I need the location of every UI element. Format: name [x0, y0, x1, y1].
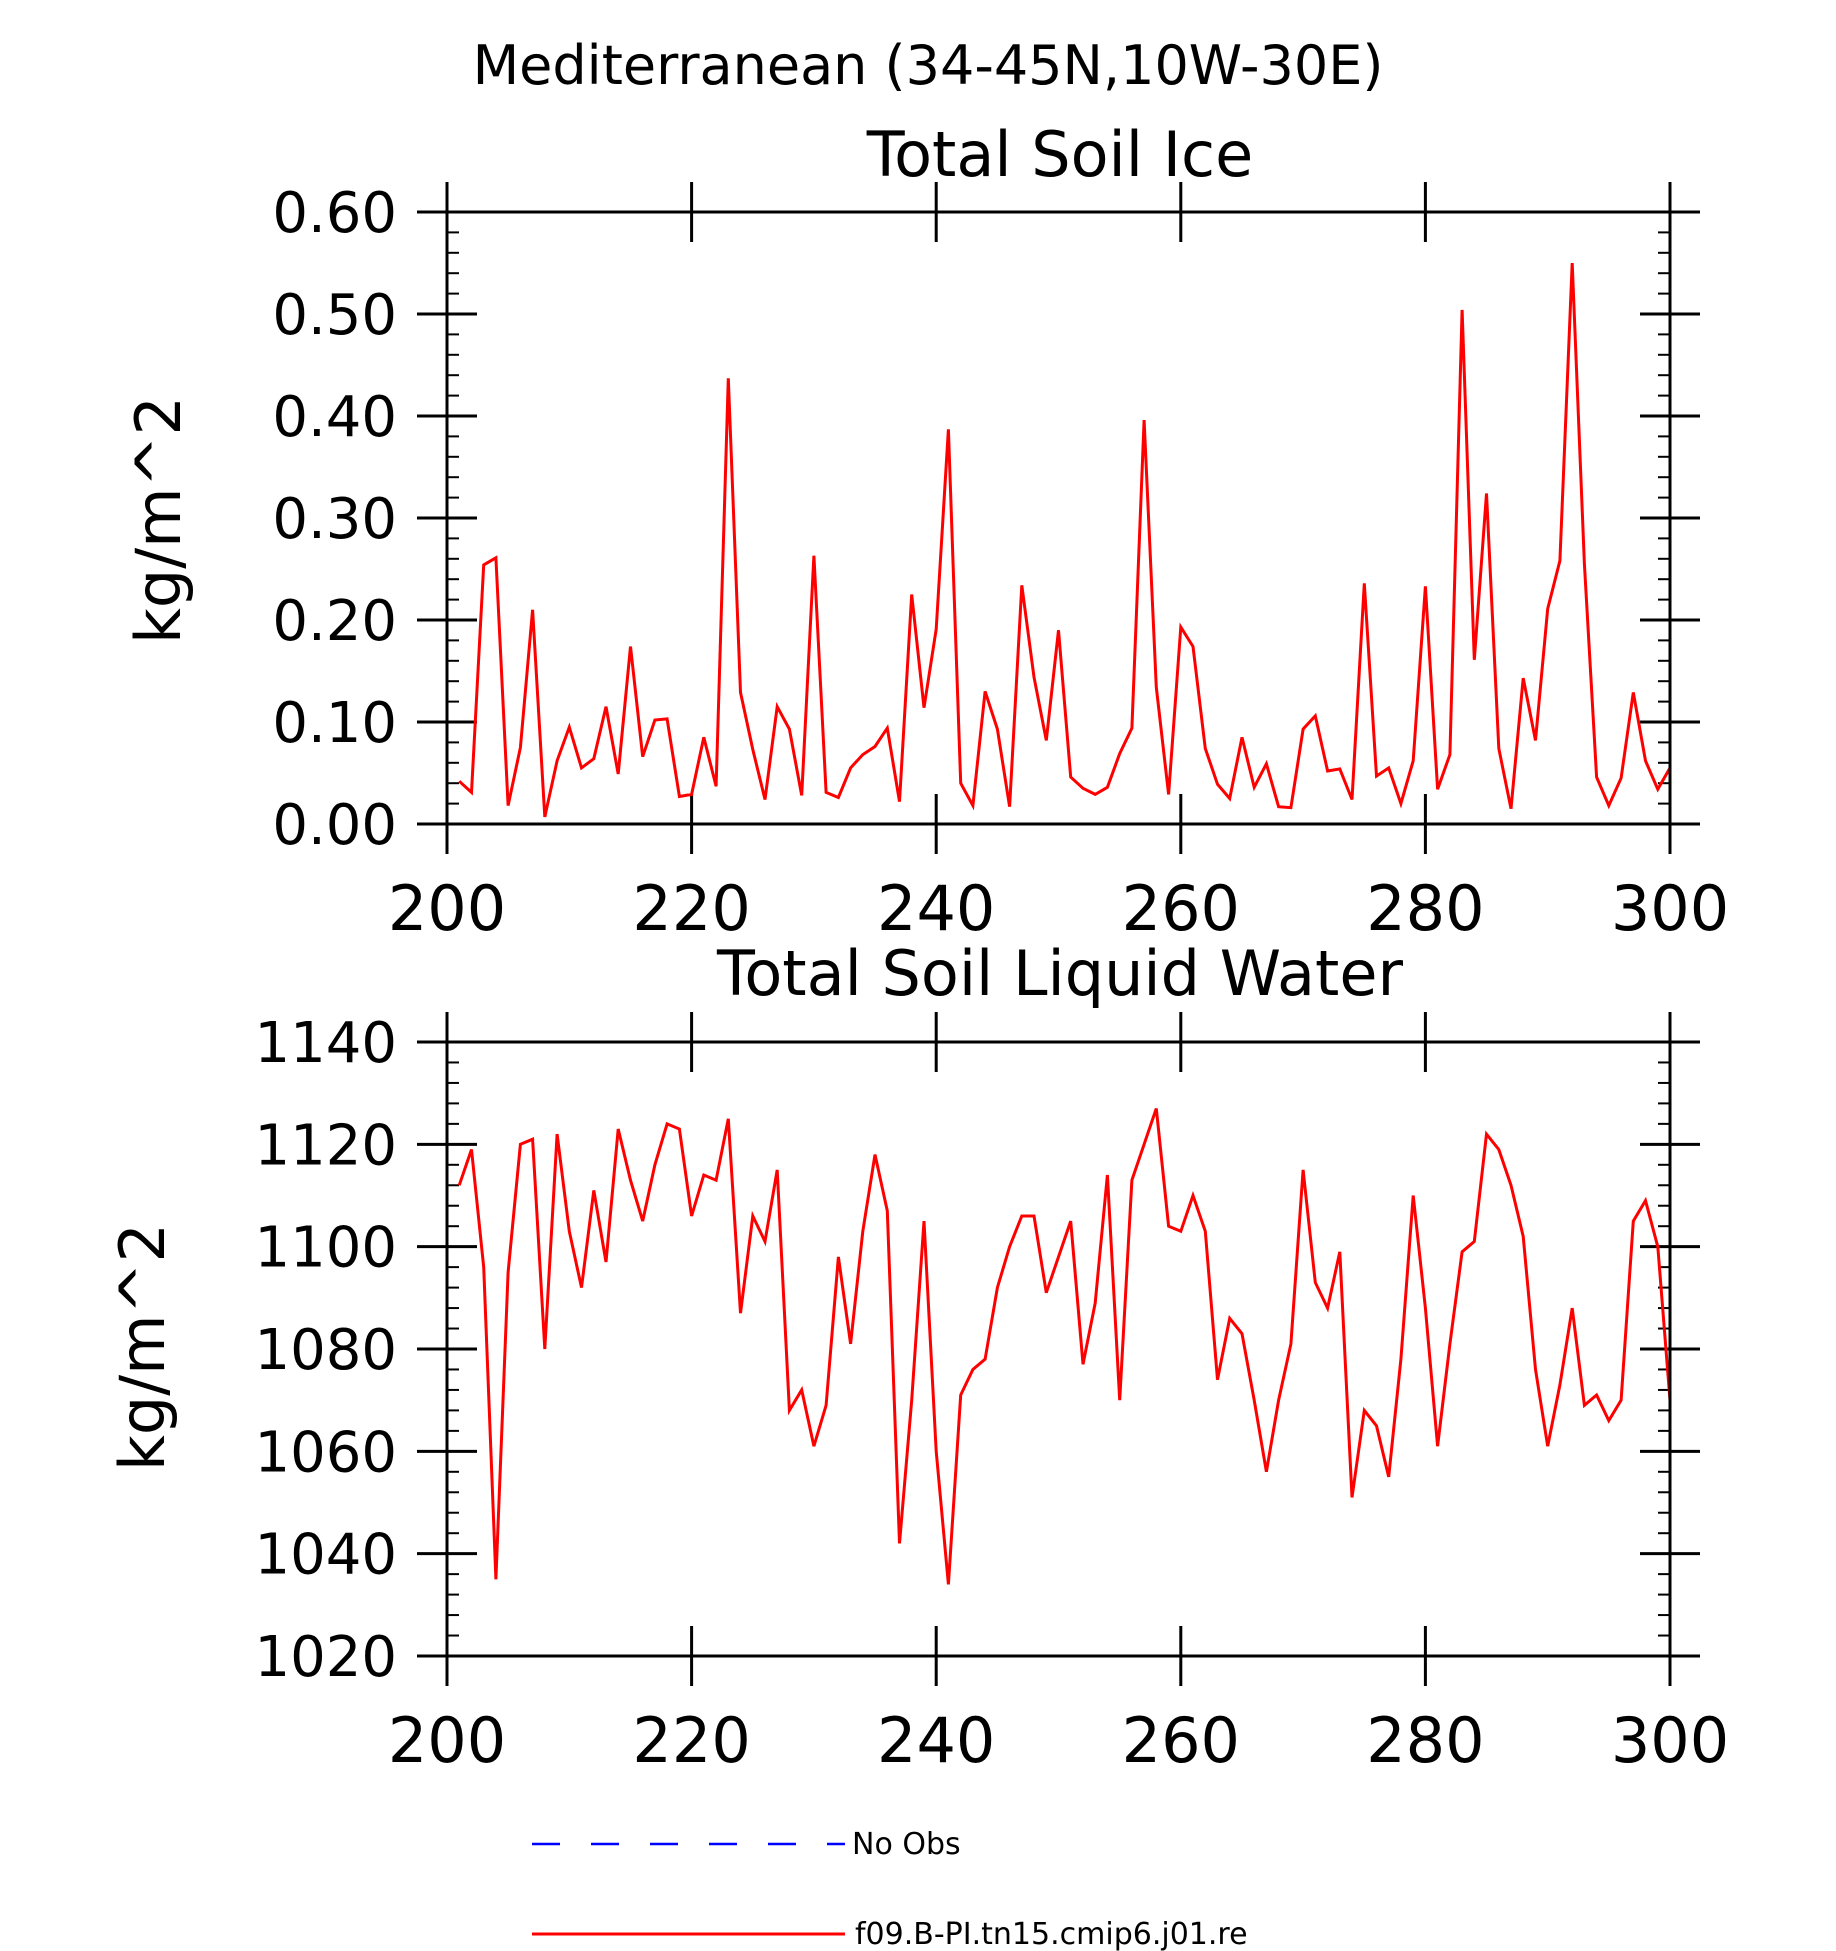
panel-soil-liquid-axes: 1020 1040 1060 1080 1100 1120 1140 200 220 240 260… [254, 1011, 1729, 1777]
x-tick-label: 280 [1366, 1704, 1484, 1777]
x-tick-label: 200 [388, 872, 506, 945]
x-tick-label: 200 [388, 1704, 506, 1777]
panel-soil-liquid: Total Soil Liquid Water kg/m^2 102010401… [106, 937, 1729, 1777]
y-tick-label: 1120 [254, 1113, 397, 1178]
y-tick-label: 1040 [254, 1523, 397, 1588]
y-tick-label: 0.50 [272, 283, 397, 348]
y-tick-label: 1020 [254, 1625, 397, 1690]
x-tick-label: 260 [1122, 1704, 1240, 1777]
figure-title: Mediterranean (34-45N,10W-30E) [473, 34, 1384, 97]
panel-soil-ice-frame [445, 210, 1672, 826]
x-tick-label: 260 [1122, 872, 1240, 945]
y-tick-label: 1080 [254, 1318, 397, 1383]
y-tick-label: 0.20 [272, 589, 397, 654]
legend-label-no-obs: No Obs [852, 1827, 961, 1862]
x-tick-label: 300 [1611, 872, 1729, 945]
y-tick-label: 1100 [254, 1216, 397, 1281]
series-line [458, 262, 1672, 818]
panel-soil-ice-ylabel: kg/m^2 [122, 396, 195, 644]
panel-soil-ice-title: Total Soil Ice [866, 118, 1253, 191]
panel-soil-liquid-frame [445, 1040, 1672, 1658]
y-tick-label: 0.30 [272, 487, 397, 552]
x-tick-label: 300 [1611, 1704, 1729, 1777]
panel-soil-liquid-title: Total Soil Liquid Water [716, 937, 1403, 1010]
y-tick-label: 1140 [254, 1011, 397, 1076]
panel-soil-liquid-ylabel: kg/m^2 [106, 1223, 179, 1471]
x-tick-label: 280 [1366, 872, 1484, 945]
y-tick-label: 1060 [254, 1420, 397, 1485]
legend: No Obs f09.B-PI.tn15.cmip6.j01.re [532, 1827, 1248, 1951]
x-tick-label: 240 [877, 1704, 995, 1777]
panel-soil-ice-axes: 0.00 0.10 0.20 0.30 0.40 0.50 0.60 200 220 240 260… [272, 181, 1729, 945]
y-tick-label: 0.00 [272, 793, 397, 858]
x-tick-label: 220 [632, 872, 750, 945]
y-tick-label: 0.10 [272, 691, 397, 756]
x-tick-label: 240 [877, 872, 995, 945]
y-tick-label: 0.60 [272, 181, 397, 246]
series-line [457, 1108, 1672, 1585]
x-tick-label: 220 [632, 1704, 750, 1777]
panel-soil-ice: Total Soil Ice kg/m^2 0.000.100.200.300.… [122, 118, 1729, 945]
y-tick-label: 0.40 [272, 385, 397, 450]
legend-label-model-run: f09.B-PI.tn15.cmip6.j01.re [855, 1917, 1248, 1951]
